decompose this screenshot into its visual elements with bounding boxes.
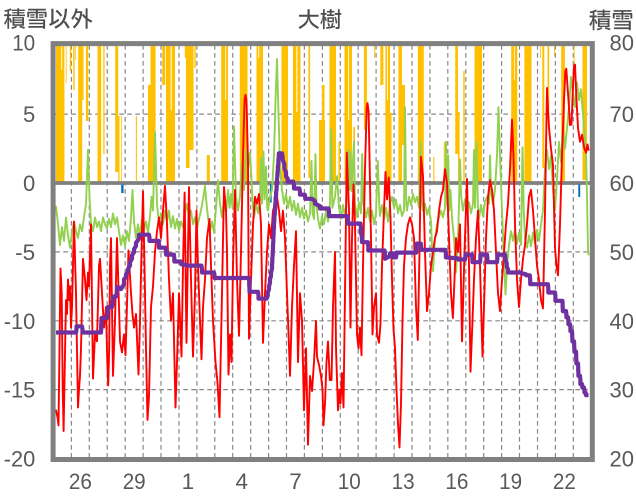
svg-text:29: 29 [123,469,146,494]
svg-text:5: 5 [23,102,35,127]
svg-text:80: 80 [610,31,635,56]
svg-text:0: 0 [23,171,35,196]
svg-text:-10: -10 [4,309,36,334]
svg-text:13: 13 [392,469,415,494]
svg-text:10: 10 [12,31,35,56]
svg-text:-20: -20 [4,447,36,472]
svg-text:20: 20 [610,447,635,472]
svg-text:-5: -5 [15,240,35,265]
svg-text:1: 1 [182,469,195,494]
svg-text:30: 30 [610,378,635,403]
svg-text:4: 4 [235,469,248,494]
svg-text:7: 7 [289,469,302,494]
svg-text:70: 70 [610,102,635,127]
svg-text:26: 26 [69,469,92,494]
svg-text:-15: -15 [4,378,36,403]
svg-text:60: 60 [610,171,635,196]
svg-text:22: 22 [553,469,576,494]
svg-text:40: 40 [610,309,635,334]
svg-text:50: 50 [610,240,635,265]
svg-text:16: 16 [445,469,468,494]
svg-text:19: 19 [499,469,522,494]
svg-text:10: 10 [338,469,361,494]
